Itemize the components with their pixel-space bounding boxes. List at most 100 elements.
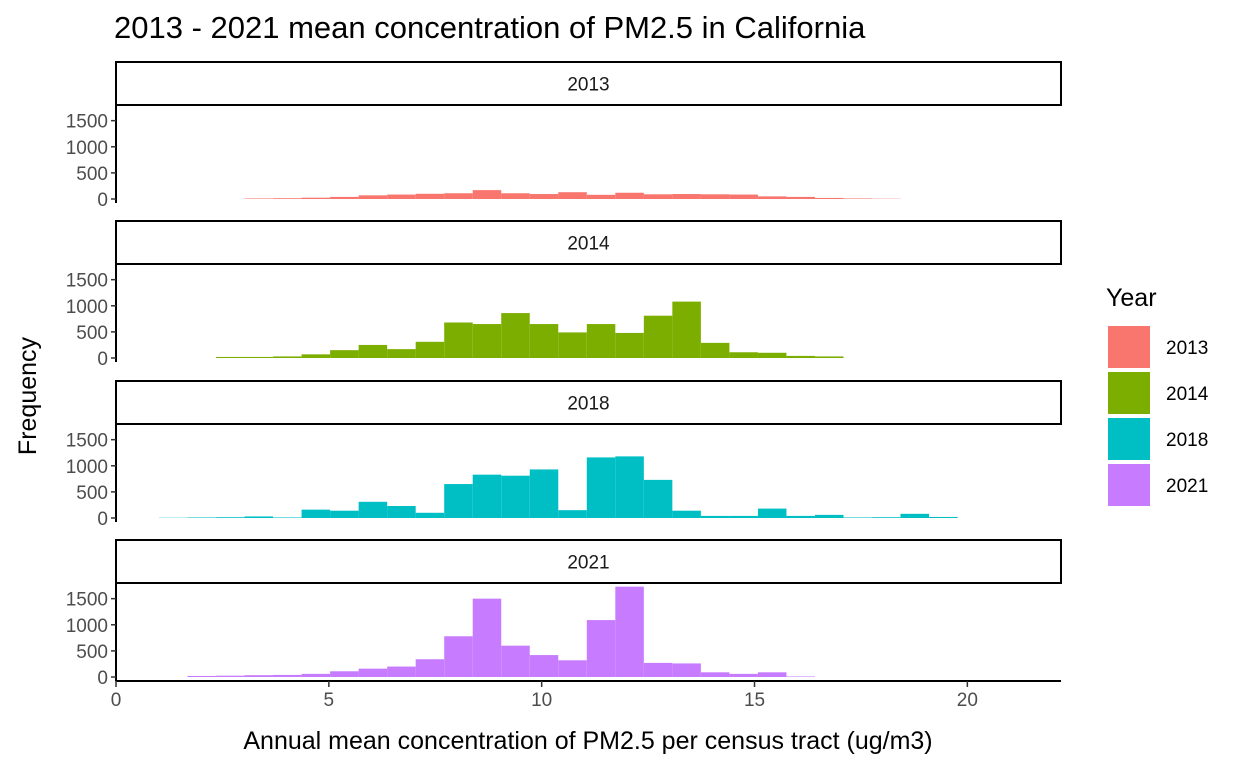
histogram-bar xyxy=(700,672,730,677)
histogram-bar xyxy=(529,655,559,677)
histogram-bar xyxy=(501,645,530,677)
legend-label-2013: 2013 xyxy=(1166,338,1208,359)
legend-swatch-2021 xyxy=(1108,464,1150,506)
histogram-bar xyxy=(444,322,473,358)
histogram-bar xyxy=(586,324,616,358)
histogram-bar xyxy=(472,474,502,518)
histogram-bar xyxy=(415,512,445,518)
y-tick-label: 0 xyxy=(97,190,108,211)
legend-swatch-2013 xyxy=(1108,326,1150,368)
x-tick-label: 10 xyxy=(531,690,552,711)
histogram-bar xyxy=(615,586,644,677)
histogram-bar xyxy=(558,192,587,199)
histogram-bar xyxy=(330,510,359,518)
histogram-bar xyxy=(187,517,217,518)
y-axis-title: Frequency xyxy=(14,336,42,455)
facet-strip-label: 2013 xyxy=(567,75,609,96)
facet-panel-2018: 2018 0 500 1000 1500 xyxy=(66,380,1062,530)
histogram-bar xyxy=(301,197,331,199)
histogram-bar xyxy=(757,196,787,199)
histogram-bar xyxy=(387,349,416,358)
histogram-bar xyxy=(330,350,359,358)
y-tick-label: 1000 xyxy=(66,297,108,318)
histogram-bar xyxy=(558,510,587,518)
histogram-bar xyxy=(615,332,644,358)
histogram-bar xyxy=(643,479,673,518)
y-tick-label: 500 xyxy=(76,642,108,663)
legend-swatch-2014 xyxy=(1108,372,1150,414)
histogram-bar xyxy=(786,676,815,677)
histogram-bar xyxy=(415,659,445,677)
histogram-bar xyxy=(700,342,730,358)
y-tick-label: 1000 xyxy=(66,616,108,637)
histogram-bar xyxy=(814,514,844,518)
histogram-bar xyxy=(843,517,872,518)
histogram-bar xyxy=(757,508,787,518)
histogram-bar xyxy=(358,195,388,199)
histogram-bar xyxy=(273,356,302,358)
histogram-bar xyxy=(643,662,673,677)
histogram-bar xyxy=(615,456,644,518)
histogram-bar xyxy=(472,190,502,199)
y-tick-label: 0 xyxy=(97,509,108,530)
histogram-bar xyxy=(872,517,901,518)
histogram-bar xyxy=(216,517,245,518)
histogram-bar xyxy=(529,194,559,199)
histogram-bar xyxy=(843,198,872,199)
histogram-bar xyxy=(501,475,530,518)
facet-strip-label: 2014 xyxy=(567,234,610,255)
histogram-bar xyxy=(672,194,701,199)
legend-label-2021: 2021 xyxy=(1166,476,1208,497)
facet-strip-label: 2018 xyxy=(567,394,609,415)
histogram-bar xyxy=(358,501,388,518)
facet-panel-2021: 2021 0 500 1000 1500 xyxy=(66,539,1062,689)
histogram-bar xyxy=(301,354,331,358)
histogram-bar xyxy=(501,313,530,358)
histogram-bar xyxy=(244,675,274,677)
histogram-bar xyxy=(586,457,616,518)
facet-strip-label: 2021 xyxy=(567,553,609,574)
histogram-bar xyxy=(586,194,616,199)
histogram-bar xyxy=(301,509,331,518)
histogram-bar xyxy=(187,675,217,677)
histogram-bar xyxy=(586,620,616,677)
histogram-bar xyxy=(244,516,274,518)
facet-strip xyxy=(115,220,1062,265)
histogram-bar xyxy=(615,192,644,199)
y-tick-label: 1000 xyxy=(66,457,108,478)
histogram-bar xyxy=(672,510,701,518)
histogram-bar xyxy=(273,517,302,518)
y-tick-label: 1500 xyxy=(66,112,108,133)
histogram-bar xyxy=(643,194,673,199)
histogram-bar xyxy=(387,505,416,518)
histogram-bar xyxy=(501,193,530,199)
facet-panels: 2013 0 500 1000 1500 2014 0 500 1000 1500 2018 0 500… xyxy=(66,61,1062,689)
facet-panel-2014: 2014 0 500 1000 1500 xyxy=(66,220,1062,370)
histogram-bar xyxy=(786,355,815,358)
x-axis: 0 5 10 15 20 xyxy=(111,680,1061,711)
histogram-bar xyxy=(330,671,359,677)
chart-title: 2013 - 2021 mean concentration of PM2.5 … xyxy=(114,10,866,45)
histogram-bar xyxy=(472,324,502,358)
histogram-bar xyxy=(444,484,473,518)
histogram-bar xyxy=(757,672,787,677)
histogram-bar xyxy=(244,198,274,199)
histogram-bar xyxy=(729,673,758,677)
histogram-bar xyxy=(729,515,758,518)
legend-title: Year xyxy=(1106,284,1157,312)
histogram-bar xyxy=(672,663,701,677)
histogram-bar xyxy=(273,198,302,199)
x-axis-title: Annual mean concentration of PM2.5 per c… xyxy=(243,727,932,755)
histogram-bar xyxy=(814,356,844,358)
y-tick-label: 1500 xyxy=(66,590,108,611)
legend-label-2018: 2018 xyxy=(1166,430,1208,451)
x-tick-label: 15 xyxy=(744,690,765,711)
x-tick-label: 20 xyxy=(957,690,978,711)
histogram-bar xyxy=(358,668,388,677)
histogram-bar xyxy=(216,675,245,677)
y-tick-label: 0 xyxy=(97,668,108,689)
y-tick-label: 500 xyxy=(76,164,108,185)
histogram-bar xyxy=(301,673,331,677)
y-tick-label: 1500 xyxy=(66,271,108,292)
